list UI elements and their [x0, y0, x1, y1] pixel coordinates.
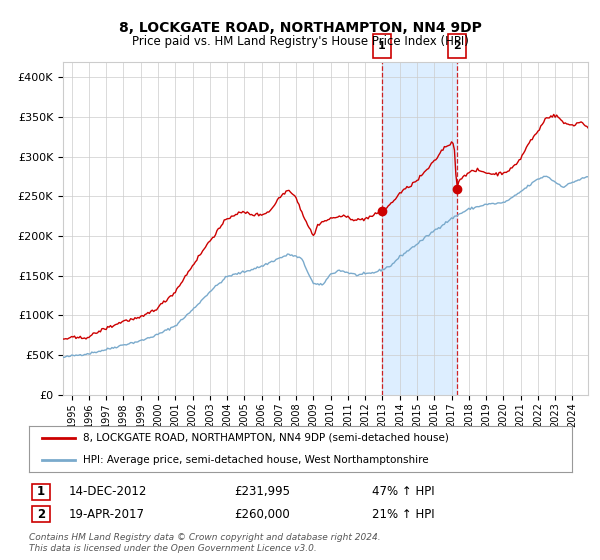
Text: 1: 1 [37, 485, 45, 498]
Text: £231,995: £231,995 [234, 485, 290, 498]
Text: Price paid vs. HM Land Registry's House Price Index (HPI): Price paid vs. HM Land Registry's House … [131, 35, 469, 48]
Text: 19-APR-2017: 19-APR-2017 [69, 507, 145, 521]
Text: 8, LOCKGATE ROAD, NORTHAMPTON, NN4 9DP: 8, LOCKGATE ROAD, NORTHAMPTON, NN4 9DP [119, 21, 481, 35]
Text: Contains HM Land Registry data © Crown copyright and database right 2024.
This d: Contains HM Land Registry data © Crown c… [29, 533, 380, 553]
Text: 47% ↑ HPI: 47% ↑ HPI [372, 485, 434, 498]
Text: 21% ↑ HPI: 21% ↑ HPI [372, 507, 434, 521]
Text: HPI: Average price, semi-detached house, West Northamptonshire: HPI: Average price, semi-detached house,… [83, 455, 429, 465]
Text: £260,000: £260,000 [234, 507, 290, 521]
Text: 8, LOCKGATE ROAD, NORTHAMPTON, NN4 9DP (semi-detached house): 8, LOCKGATE ROAD, NORTHAMPTON, NN4 9DP (… [83, 433, 449, 443]
Text: 1: 1 [378, 41, 386, 50]
FancyBboxPatch shape [373, 34, 391, 58]
Text: 2: 2 [37, 507, 45, 521]
Bar [382, 62, 457, 395]
Text: 2: 2 [453, 41, 461, 50]
FancyBboxPatch shape [448, 34, 466, 58]
Text: 14-DEC-2012: 14-DEC-2012 [69, 485, 148, 498]
